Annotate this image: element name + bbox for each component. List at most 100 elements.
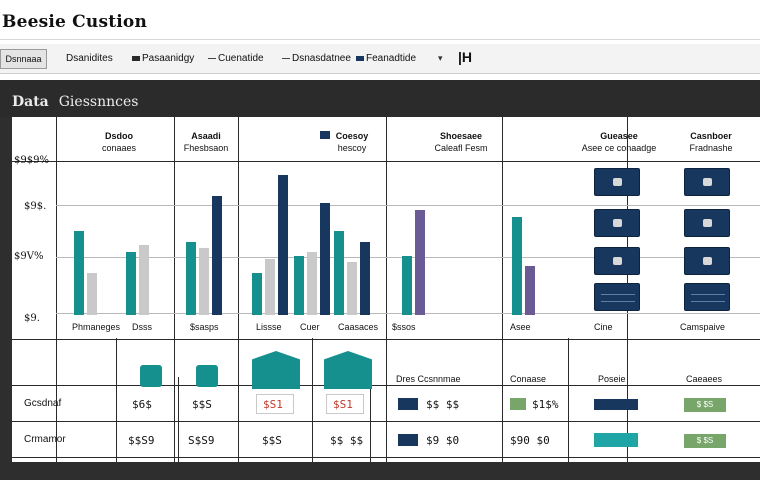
panel-title-rest: Giessnnces	[58, 94, 139, 110]
category-label: Phmaneges	[72, 322, 121, 332]
panel-header: Data Giessnnces	[0, 80, 760, 117]
column-header-6[interactable]: Casnboer Fradnashe	[689, 131, 733, 153]
toolbar-item-label: Cuenatide	[218, 53, 264, 64]
chart-bar	[186, 242, 196, 315]
chart-bar	[415, 210, 425, 315]
red-value-box[interactable]: $S1	[326, 394, 364, 414]
toolbar-item-5[interactable]: Feanadtide	[356, 53, 416, 64]
legend-swatch-icon	[320, 131, 330, 139]
node-row-extra: Poseie	[598, 374, 626, 384]
column-header-4[interactable]: Shoesaee Caleafl Fesm	[434, 131, 488, 153]
square-swatch-icon	[356, 55, 364, 61]
table-cell: S$S9	[188, 434, 215, 447]
data-panel: Data Giessnnces Dsdoo conaaes Asaadi Fhesbs…	[0, 80, 760, 480]
column-header-1[interactable]: Dsdoo conaaes	[101, 131, 137, 153]
column-header-3[interactable]: Coesoy hescoy	[312, 130, 392, 154]
category-label: $sasps	[190, 322, 219, 332]
navy-swatch	[398, 398, 418, 410]
chart-bar	[199, 248, 209, 315]
node-row-extra: Caeaees	[686, 374, 723, 384]
chart-bar	[126, 252, 136, 315]
chart-bar	[360, 242, 370, 315]
red-value: $S1	[263, 398, 283, 411]
green-label: $ $S	[684, 434, 726, 448]
square-swatch-icon	[132, 55, 140, 61]
panel-title: Data Giessnnces	[12, 94, 138, 110]
table-cell: $$S	[262, 434, 282, 447]
category-label: Caasaces	[338, 322, 379, 332]
tile-button[interactable]	[684, 247, 730, 275]
chart-bar	[87, 273, 97, 315]
chart-bar	[74, 231, 84, 315]
row-label: Gcsdnaf	[24, 398, 62, 409]
column-header-2[interactable]: Asaadi Fhesbsaon	[183, 131, 229, 153]
tile-icon	[613, 178, 622, 186]
toolbar-item-label: Feanadtide	[366, 53, 417, 64]
table-cell: $6$	[132, 398, 152, 411]
table-cell: $$ $$	[330, 434, 364, 447]
category-label: Cine	[594, 322, 613, 332]
green-swatch	[510, 398, 526, 410]
node-row-label: Dres Ccsnnmae	[396, 374, 461, 384]
chart-bar	[139, 245, 149, 315]
tile-button[interactable]	[594, 247, 640, 275]
table-cell: $9 $0	[426, 434, 460, 447]
y-label: $9$.	[24, 201, 47, 212]
node-row-extra: Conaase	[510, 374, 547, 384]
y-label: $9.	[24, 313, 40, 324]
category-label: Asee	[510, 322, 531, 332]
table-cell: $90 $0	[510, 434, 550, 447]
tile-icon	[703, 257, 712, 265]
toolbar-item-label: Pasaanidgy	[142, 53, 195, 64]
tile-lines-icon	[691, 294, 725, 302]
teal-bar	[594, 433, 638, 447]
tile-button[interactable]	[594, 168, 640, 196]
tile-button[interactable]	[594, 209, 640, 237]
tile-icon	[613, 219, 622, 227]
chart-bar	[307, 252, 317, 315]
toolbar-item-1[interactable]: Dsanidites	[66, 53, 113, 64]
tile-button[interactable]	[684, 209, 730, 237]
green-label: $ $S	[684, 398, 726, 412]
tile-icon	[703, 178, 712, 186]
chart-bar	[525, 266, 535, 315]
title-bar: Beesie Custion	[0, 0, 760, 40]
chevron-down-icon[interactable]: ▾	[438, 53, 443, 63]
chart-bar	[294, 256, 304, 315]
tile-icon	[613, 257, 622, 265]
category-label: Cuer	[300, 322, 320, 332]
navy-bar	[594, 399, 638, 410]
toolbar: Dsnnaaa Dsanidites Pasaanidgy Cuenatide …	[0, 44, 760, 74]
toolbar-item-label: Dsanidites	[66, 53, 113, 64]
data-grid: Dsdoo conaaes Asaadi Fhesbsaon Coesoy hesco…	[12, 117, 760, 462]
category-label: $ssos	[392, 322, 416, 332]
navy-swatch	[398, 434, 418, 446]
red-value-box[interactable]: $S1	[256, 394, 294, 414]
chart-bar	[278, 175, 288, 315]
pentagon-shape[interactable]	[324, 351, 372, 389]
chart-bar	[252, 273, 262, 315]
tile-button[interactable]	[684, 283, 730, 311]
row-label: Crmamor	[24, 434, 66, 445]
y-label: $9$9%	[14, 155, 49, 166]
table-cell: $1$%	[532, 398, 559, 411]
tile-button[interactable]	[684, 168, 730, 196]
tile-button[interactable]	[594, 283, 640, 311]
toolbar-item-4[interactable]: Dsnasdatnee	[282, 53, 351, 64]
toolbar-button[interactable]: Dsnnaaa	[0, 49, 47, 69]
toolbar-item-2[interactable]: Pasaanidgy	[132, 53, 194, 64]
chart-bar	[512, 217, 522, 315]
node-shape[interactable]	[140, 365, 162, 387]
table-cell: $$ $$	[426, 398, 460, 411]
toolbar-item-3[interactable]: Cuenatide	[208, 53, 264, 64]
chart-bar	[402, 256, 412, 315]
chart-bar	[212, 196, 222, 315]
node-shape[interactable]	[196, 365, 218, 387]
app-title: Beesie Custion	[2, 12, 148, 32]
column-header-5[interactable]: Gueasee Asee ce conaadge	[581, 131, 657, 153]
tile-icon	[703, 219, 712, 227]
pentagon-shape[interactable]	[252, 351, 300, 389]
line-swatch-icon	[282, 57, 290, 59]
tile-lines-icon	[601, 294, 635, 302]
chart-bar	[334, 231, 344, 315]
